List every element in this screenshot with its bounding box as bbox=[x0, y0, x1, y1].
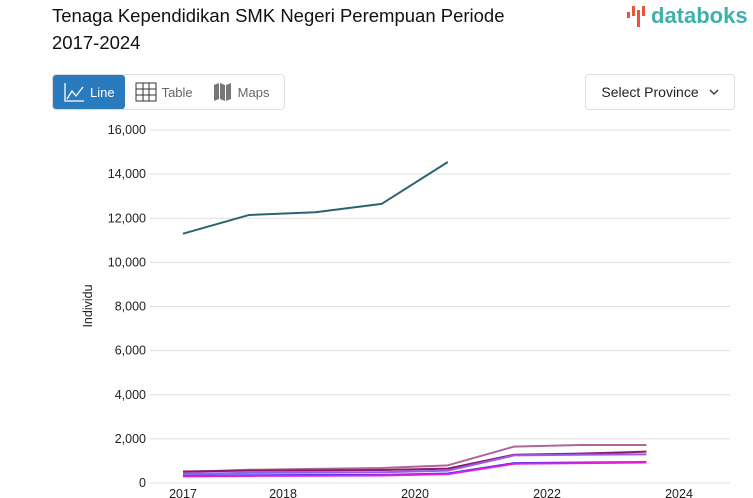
table-icon bbox=[135, 82, 157, 102]
y-tick-label: 12,000 bbox=[108, 211, 146, 225]
logo-bars-icon bbox=[627, 6, 645, 27]
tab-maps[interactable]: Maps bbox=[203, 75, 280, 109]
logo-text: databoks bbox=[651, 3, 748, 28]
x-tick-label: 2017 bbox=[169, 487, 197, 498]
x-tick-label: 2020 bbox=[401, 487, 429, 498]
series-line-5 bbox=[182, 461, 647, 478]
map-icon bbox=[213, 83, 231, 101]
y-tick-label: 4,000 bbox=[115, 388, 146, 402]
tab-label: Table bbox=[161, 84, 193, 100]
databoks-logo: databoks bbox=[626, 3, 748, 29]
line-chart-icon bbox=[64, 83, 84, 102]
tab-label: Line bbox=[90, 84, 115, 100]
tab-label: Maps bbox=[237, 84, 270, 100]
x-tick-label: 2024 bbox=[665, 487, 693, 498]
y-axis-label: Individu bbox=[81, 284, 95, 327]
province-select-label: Select Province bbox=[601, 84, 699, 100]
series-line-1 bbox=[182, 444, 647, 473]
y-tick-label: 16,000 bbox=[108, 123, 146, 137]
series-line-2 bbox=[182, 450, 647, 473]
y-tick-label: 6,000 bbox=[115, 344, 146, 358]
tab-table[interactable]: Table bbox=[125, 75, 203, 109]
province-select[interactable]: Select Province bbox=[585, 74, 735, 110]
x-tick-label: 2018 bbox=[269, 487, 297, 498]
series-line-0 bbox=[182, 161, 449, 235]
chart-title: Tenaga Kependidikan SMK Negeri Perempuan… bbox=[52, 5, 505, 53]
y-tick-label: 0 bbox=[139, 476, 146, 490]
y-tick-label: 10,000 bbox=[108, 255, 146, 269]
y-tick-label: 8,000 bbox=[115, 300, 146, 314]
x-tick-label: 2022 bbox=[533, 487, 561, 498]
series-line-3 bbox=[182, 453, 647, 475]
y-tick-label: 14,000 bbox=[108, 167, 146, 181]
tab-line[interactable]: Line bbox=[53, 75, 125, 109]
y-tick-label: 2,000 bbox=[115, 432, 146, 446]
chevron-down-icon bbox=[709, 89, 719, 95]
view-tabs: Line Table Maps bbox=[52, 74, 285, 110]
